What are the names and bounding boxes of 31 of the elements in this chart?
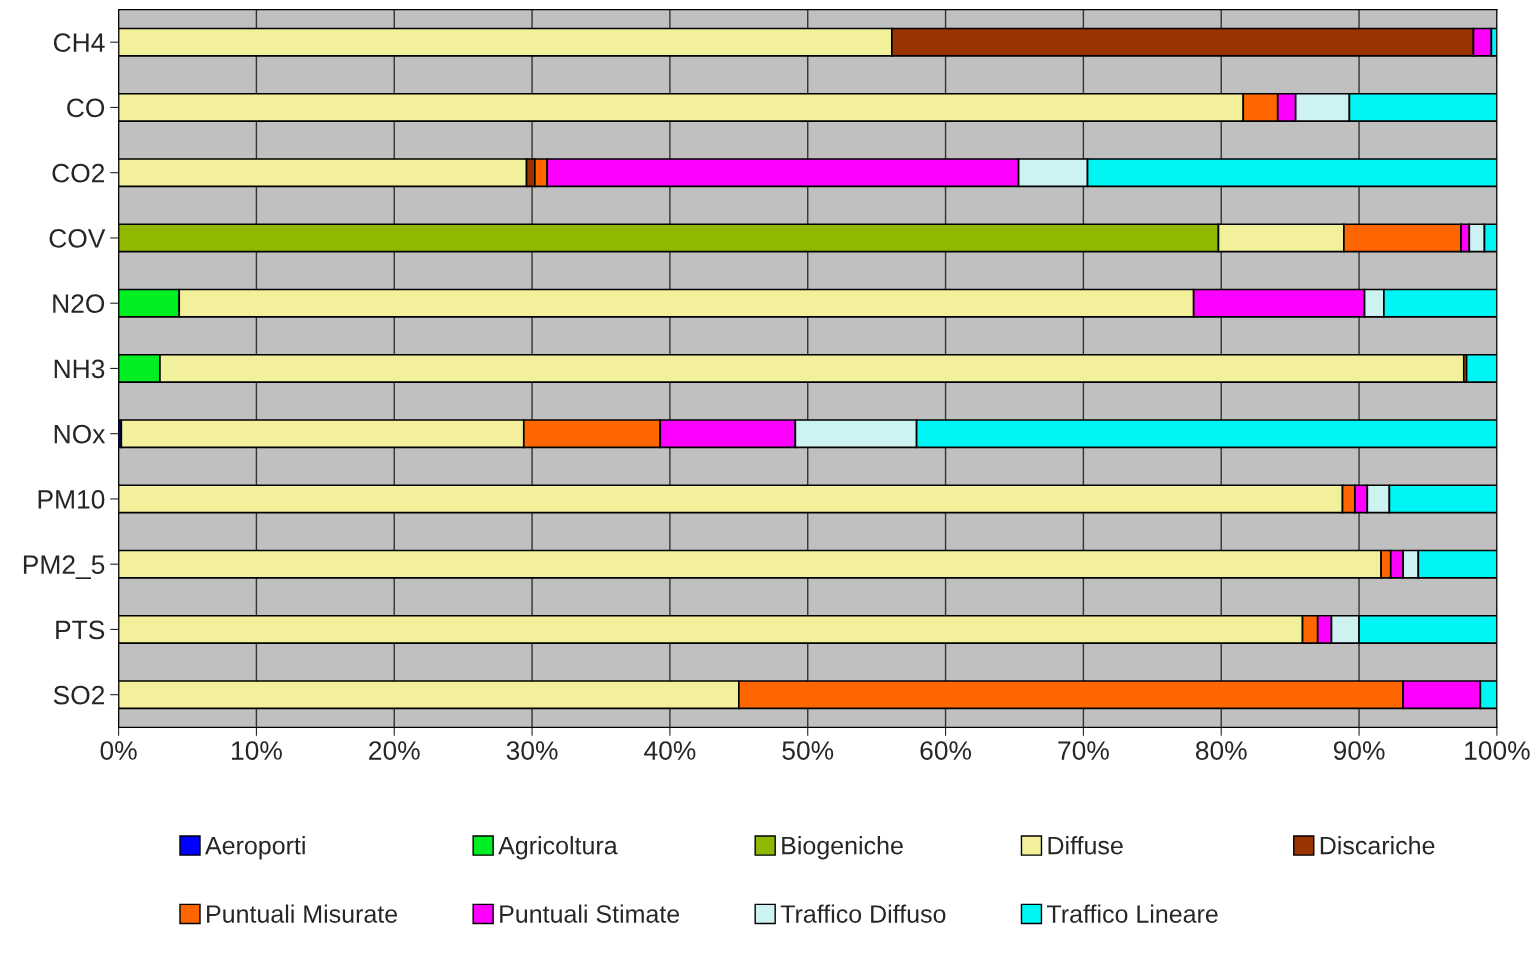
y-tick-label: SO2 [53, 685, 105, 705]
y-tick-label: CO2 [52, 163, 105, 183]
y-tick-label: PM10 [38, 490, 105, 509]
x-tick-label: 60% [920, 741, 972, 760]
legend-label: Diffuse [1048, 836, 1123, 855]
x-tick-label: 80% [1195, 741, 1247, 760]
y-tick-label: PM2_5 [23, 555, 105, 579]
legend-label: Puntuali Stimate [500, 904, 680, 923]
legend-label: Agricoltura [498, 836, 618, 860]
legend-label: Traffico Lineare [1047, 904, 1218, 923]
legend-label: Puntuali Misurate [207, 904, 398, 923]
y-tick-label: CH4 [53, 33, 105, 53]
legend-label: Traffico Diffuso [780, 904, 946, 923]
y-tick-label: NOx [54, 424, 106, 444]
x-tick-label: 0% [100, 741, 137, 760]
y-tick-label: NH3 [54, 359, 105, 379]
legend-label: Biogeniche [782, 836, 903, 860]
legend-label: Discariche [1320, 836, 1435, 855]
y-tick-label: COV [49, 229, 106, 248]
y-tick-label: PTS [56, 620, 105, 640]
x-tick-label: 50% [782, 741, 834, 760]
x-tick-label: 10% [232, 741, 282, 760]
x-tick-label: 90% [1333, 741, 1385, 760]
legend-label: Aeroporti [205, 836, 305, 860]
x-tick-label: 30% [506, 741, 558, 760]
x-tick-label: 70% [1058, 741, 1109, 760]
y-tick-label: N2O [53, 294, 105, 314]
x-tick-label: 20% [369, 741, 420, 760]
y-tick-label: CO [67, 98, 105, 118]
x-tick-label: 100% [1465, 741, 1530, 760]
x-tick-label: 40% [644, 741, 696, 760]
